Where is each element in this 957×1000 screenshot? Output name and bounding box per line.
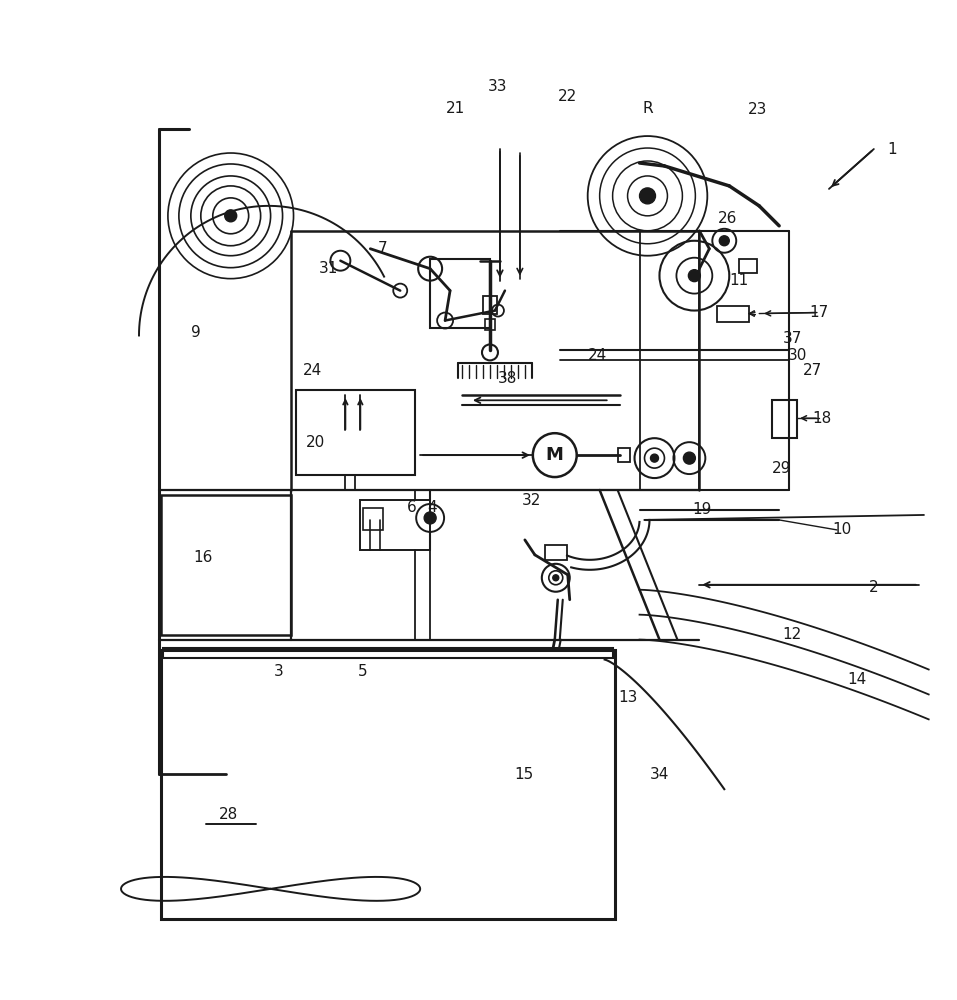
- Text: 13: 13: [618, 690, 637, 705]
- Bar: [364, 508, 383, 530]
- Text: 16: 16: [193, 550, 212, 565]
- Text: 32: 32: [523, 493, 542, 508]
- Text: 24: 24: [588, 348, 608, 363]
- Text: 33: 33: [488, 79, 508, 94]
- Text: 21: 21: [445, 101, 465, 116]
- Text: 28: 28: [219, 807, 238, 822]
- Text: 19: 19: [693, 502, 712, 517]
- Text: 12: 12: [783, 627, 802, 642]
- Text: 17: 17: [810, 305, 829, 320]
- Text: 22: 22: [558, 89, 577, 104]
- Text: 9: 9: [191, 325, 201, 340]
- Circle shape: [639, 188, 656, 204]
- Circle shape: [424, 512, 436, 524]
- Bar: [296, 390, 415, 475]
- Text: 30: 30: [788, 348, 807, 363]
- Circle shape: [683, 452, 696, 464]
- Text: 11: 11: [729, 273, 749, 288]
- Bar: [772, 400, 797, 438]
- Text: 3: 3: [274, 664, 283, 679]
- Text: 37: 37: [783, 331, 802, 346]
- Circle shape: [651, 454, 658, 462]
- Text: 14: 14: [847, 672, 866, 687]
- Text: 4: 4: [428, 500, 437, 515]
- Text: 38: 38: [499, 371, 518, 386]
- Text: 2: 2: [869, 580, 879, 595]
- Text: 24: 24: [302, 363, 323, 378]
- Text: 26: 26: [718, 211, 737, 226]
- Text: 27: 27: [802, 363, 822, 378]
- Text: 6: 6: [408, 500, 417, 515]
- Bar: [361, 500, 430, 550]
- Bar: [483, 296, 497, 314]
- Circle shape: [225, 210, 236, 222]
- Bar: [161, 650, 614, 919]
- Text: 5: 5: [358, 664, 367, 679]
- Bar: [718, 306, 749, 322]
- Bar: [161, 495, 291, 635]
- Text: 7: 7: [377, 241, 387, 256]
- Text: 31: 31: [319, 261, 338, 276]
- Text: 23: 23: [747, 102, 767, 117]
- Text: 34: 34: [650, 767, 669, 782]
- Circle shape: [688, 270, 701, 282]
- Text: M: M: [545, 446, 564, 464]
- Text: 15: 15: [514, 767, 533, 782]
- Text: 29: 29: [771, 461, 790, 476]
- Bar: [545, 545, 567, 560]
- Circle shape: [720, 236, 729, 246]
- Text: 10: 10: [833, 522, 852, 537]
- Text: 18: 18: [812, 411, 832, 426]
- Text: 1: 1: [887, 142, 897, 157]
- Circle shape: [553, 575, 559, 581]
- Bar: [430, 259, 490, 328]
- Text: R: R: [642, 101, 653, 116]
- Bar: [617, 448, 630, 462]
- Bar: [739, 259, 757, 273]
- Bar: [163, 648, 612, 658]
- Text: 20: 20: [306, 435, 325, 450]
- Bar: [485, 319, 495, 330]
